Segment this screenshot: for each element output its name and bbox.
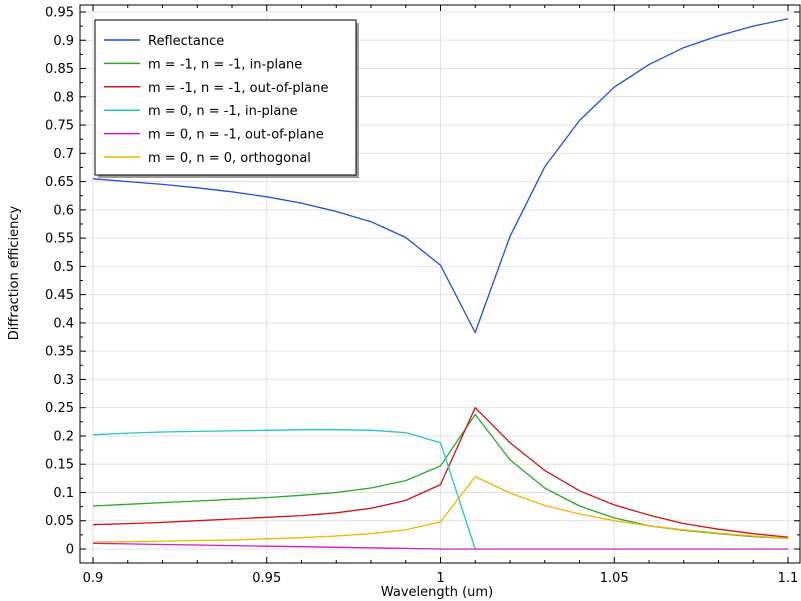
y-tick-label: 0.75 <box>45 119 74 134</box>
legend-entry: Reflectance <box>148 34 224 49</box>
series-line-5 <box>92 542 788 550</box>
y-tick-label: 0.25 <box>45 401 74 416</box>
series-line-3 <box>92 407 789 538</box>
x-axis-title: Wavelength (um) <box>381 585 493 600</box>
series-line-4 <box>92 429 476 550</box>
y-tick-label: 0 <box>66 543 74 558</box>
y-tick-label: 0.3 <box>53 373 74 388</box>
x-tick-label: 0.9 <box>83 571 104 586</box>
legend-entry: m = 0, n = -1, in-plane <box>148 104 298 119</box>
y-tick-label: 0.35 <box>45 345 74 360</box>
y-tick-label: 0.7 <box>53 147 74 162</box>
y-tick-label: 0.45 <box>45 288 74 303</box>
x-tick-label: 1.05 <box>600 571 629 586</box>
y-tick-label: 0.55 <box>45 232 74 247</box>
legend-entry: m = -1, n = -1, in-plane <box>148 57 302 72</box>
y-tick-label: 0.85 <box>45 62 74 77</box>
y-tick-label: 0.65 <box>45 175 74 190</box>
x-tick-label: 0.95 <box>252 571 281 586</box>
series-line-6 <box>92 475 789 543</box>
y-tick-label: 0.8 <box>53 90 74 105</box>
y-tick-label: 0.05 <box>45 514 74 529</box>
y-tick-label: 0.9 <box>53 34 74 49</box>
axes-layer: 0.9 0.95 1 1.05 1.1 0 0.05 0.1 0.15 0.2 0.25 0.3 0.3… <box>45 4 801 586</box>
series-layer <box>92 18 789 550</box>
y-tick-label: 0.6 <box>53 203 74 218</box>
x-tick-label: 1.1 <box>778 571 799 586</box>
legend-entry: m = 0, n = 0, orthogonal <box>148 151 311 166</box>
legend: Reflectance m = -1, n = -1, in-plane m = -… <box>94 19 359 178</box>
y-tick-label: 0.95 <box>45 6 74 21</box>
y-axis-title: Diffraction efficiency <box>7 205 22 340</box>
y-tick-label: 0.5 <box>53 260 74 275</box>
y-tick-label: 0.15 <box>45 458 74 473</box>
y-tick-label: 0.1 <box>53 486 74 501</box>
legend-entry: m = 0, n = -1, out-of-plane <box>148 128 324 143</box>
x-tick-label: 1 <box>436 571 444 586</box>
y-tick-label: 0.2 <box>53 429 74 444</box>
y-tick-label: 0.4 <box>53 316 74 331</box>
legend-entry: m = -1, n = -1, out-of-plane <box>148 81 328 96</box>
legend-box <box>94 19 357 176</box>
series-line-1 <box>92 18 789 334</box>
